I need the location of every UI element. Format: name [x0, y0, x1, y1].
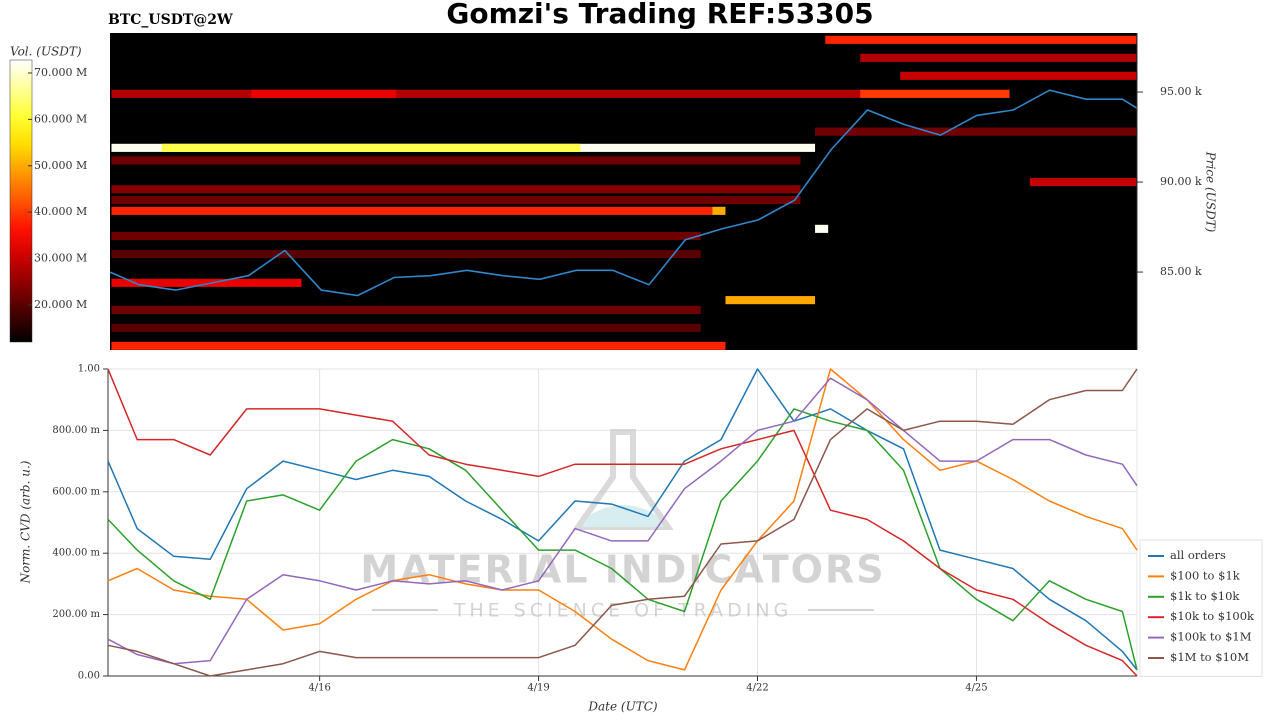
legend-label: $1M to $10M: [1170, 650, 1249, 664]
heatmap-cell: [111, 305, 701, 314]
heatmap-cell: [725, 296, 816, 305]
watermark-liquid: [582, 505, 664, 527]
heatmap-cell: [111, 89, 1010, 98]
heatmap-cell: [111, 278, 302, 287]
y-tick-label: 800.00 m: [52, 425, 100, 436]
watermark: MATERIAL INDICATORS THE SCIENCE OF TRADIN…: [360, 429, 885, 622]
heatmap-cell: [900, 71, 1137, 80]
y-axis-label: Norm. CVD (arb. u.): [19, 460, 33, 584]
heatmap-cell: [815, 127, 1137, 136]
heatmap-cell: [251, 89, 397, 98]
series-line: [107, 368, 1138, 671]
heatmap-cell: [111, 185, 801, 194]
colorbar-tick-label: 70.000 M: [34, 66, 87, 79]
heatmap-cell: [111, 250, 701, 259]
heatmap-cell: [111, 206, 713, 215]
heatmap-cell: [111, 196, 801, 205]
y-tick-label: 90.00 k: [1160, 175, 1202, 188]
x-tick-label: 4/19: [527, 683, 549, 694]
legend-box: [1139, 539, 1263, 677]
watermark-title: MATERIAL INDICATORS: [360, 548, 885, 592]
x-tick-label: 4/25: [965, 683, 987, 694]
y-tick-label: 200.00 m: [52, 609, 100, 620]
colorbar-tick-label: 50.000 M: [34, 159, 87, 172]
heatmap-cell: [860, 53, 1137, 62]
series-line: [107, 408, 1138, 671]
heatmap: [110, 35, 1137, 350]
y-tick-label: 600.00 m: [52, 486, 100, 497]
heatmap-cell: [111, 323, 701, 332]
watermark-subtitle: THE SCIENCE OF TRADING: [453, 600, 793, 622]
series-line: [107, 368, 1138, 677]
colorbar-tick-label: 30.000 M: [34, 252, 87, 265]
x-tick-label: 4/16: [308, 683, 330, 694]
series-line: [107, 368, 1138, 677]
y-tick-label: 1.00: [78, 364, 100, 375]
series-line: [107, 368, 1138, 671]
y-tick-label: 0.00: [78, 671, 100, 682]
heatmap-cell: [815, 224, 829, 233]
chart-title: BTC_USDT@2W: [108, 12, 233, 28]
legend-label: all orders: [1170, 548, 1226, 562]
colorbar-label: Vol. (USDT): [10, 45, 82, 59]
plots: 85.00 k 90.00 k 95.00 k 20.000 M 30.000 M 40.…: [9, 33, 1263, 694]
heatmap-cell: [712, 206, 726, 215]
colorbar-tick-label: 40.000 M: [34, 205, 87, 218]
heatmap-cell: [825, 35, 1137, 44]
x-axis-label: Date (UTC): [587, 700, 657, 714]
heatmap-cell: [111, 341, 726, 350]
legend-label: $100k to $1M: [1170, 630, 1252, 644]
page-title: Gomzi's Trading REF:53305: [446, 0, 873, 30]
y-tick-label: 400.00 m: [52, 548, 100, 559]
colorbar-tick-label: 60.000 M: [34, 112, 87, 125]
colorbar-tick-label: 20.000 M: [34, 298, 87, 311]
colorbar: [9, 59, 33, 343]
heatmap-cell: [111, 232, 701, 241]
heatmap-cell: [161, 143, 581, 152]
y-tick-label: 85.00 k: [1160, 265, 1202, 278]
legend-label: $10k to $100k: [1170, 609, 1255, 623]
x-tick-label: 4/22: [746, 683, 768, 694]
y-tick-label: 95.00 k: [1160, 85, 1202, 98]
heatmap-cell: [111, 156, 801, 165]
y-axis-label: Price (USDT): [1204, 151, 1218, 233]
legend-label: $100 to $1k: [1170, 568, 1241, 582]
price-line: [110, 89, 1137, 297]
legend-label: $1k to $10k: [1170, 589, 1240, 603]
heatmap-cell: [1029, 177, 1137, 187]
heatmap-cell: [860, 89, 1010, 98]
series-line: [107, 377, 1138, 665]
